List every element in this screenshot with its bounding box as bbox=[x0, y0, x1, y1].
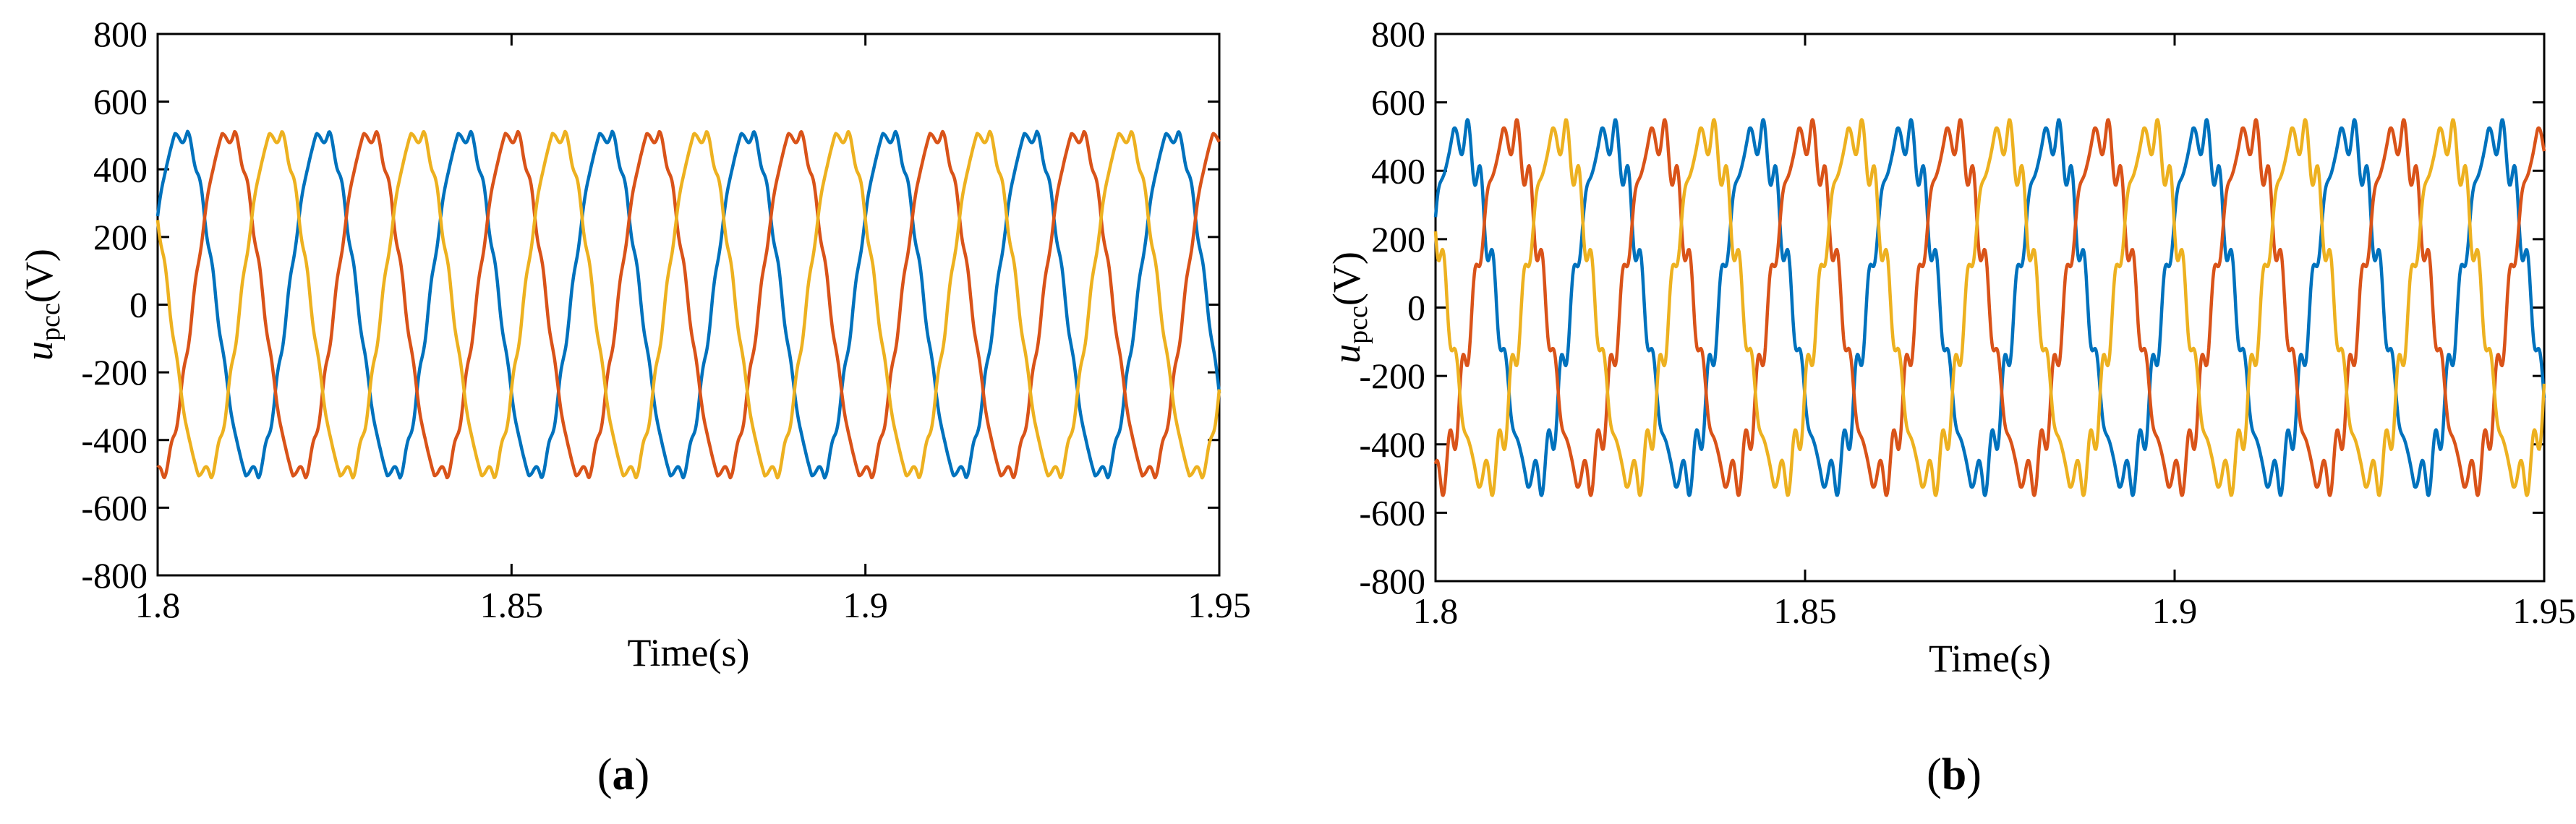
y-tick-label-a-4: 0 bbox=[129, 285, 148, 325]
caption-b: (b) bbox=[1927, 750, 1982, 799]
caption-b-letter: b bbox=[1942, 750, 1966, 799]
y-tick-label-a-0: -800 bbox=[81, 555, 148, 596]
series-line-a-2 bbox=[155, 129, 1221, 480]
chart-panel-a: -800 -600 -400 -200 0 200 400 600 800 1.8 1.85 1.9… bbox=[17, 14, 1251, 799]
y-tick-label-b-3: -200 bbox=[1359, 356, 1425, 396]
y-tick-label-b-1: -600 bbox=[1359, 492, 1425, 533]
x-tick-label-a-0: 1.8 bbox=[135, 585, 181, 625]
y-tick-label-a-8: 800 bbox=[93, 14, 148, 54]
series-line-b-1 bbox=[1433, 118, 2546, 497]
y-tick-label-a-3: -200 bbox=[81, 352, 148, 392]
y-axis-b: -800 -600 -400 -200 0 200 400 600 800 bbox=[1359, 14, 2544, 601]
x-tick-label-b-3: 1.95 bbox=[2512, 591, 2576, 631]
y-axis-label-b: upcc(V) bbox=[1325, 252, 1373, 364]
x-tick-label-a-3: 1.95 bbox=[1187, 585, 1251, 625]
y-tick-label-a-5: 200 bbox=[93, 217, 148, 257]
y-axis-a: -800 -600 -400 -200 0 200 400 600 800 bbox=[81, 14, 1219, 596]
x-tick-label-b-1: 1.85 bbox=[1773, 591, 1837, 631]
y-axis-label-a-unit: (V) bbox=[17, 249, 61, 303]
x-axis-label-a: Time(s) bbox=[627, 631, 749, 674]
y-tick-label-a-7: 600 bbox=[93, 82, 148, 122]
y-tick-label-b-7: 600 bbox=[1371, 82, 1425, 123]
series-line-a-0 bbox=[155, 129, 1221, 480]
x-axis-a: 1.8 1.85 1.9 1.95 bbox=[135, 34, 1251, 625]
series-line-a-1 bbox=[156, 129, 1221, 480]
caption-a-letter: a bbox=[613, 750, 635, 799]
x-tick-label-a-1: 1.85 bbox=[480, 585, 544, 625]
x-tick-label-b-2: 1.9 bbox=[2152, 591, 2198, 631]
series-group-b bbox=[1433, 118, 2546, 497]
series-group-a bbox=[155, 129, 1221, 480]
chart-panel-b: -800 -600 -400 -200 0 200 400 600 800 1.8 1.85 1.9… bbox=[1325, 14, 2576, 799]
y-tick-label-b-6: 400 bbox=[1371, 150, 1425, 191]
series-line-b-2 bbox=[1433, 118, 2546, 497]
y-axis-label-b-unit: (V) bbox=[1325, 252, 1368, 306]
caption-a: (a) bbox=[597, 750, 649, 799]
y-axis-label-a-sub: pcc bbox=[35, 303, 66, 341]
y-tick-label-b-2: -400 bbox=[1359, 424, 1425, 465]
y-tick-label-a-1: -600 bbox=[81, 487, 148, 528]
series-line-b-0 bbox=[1433, 118, 2546, 497]
y-tick-label-b-5: 200 bbox=[1371, 219, 1425, 259]
x-axis-b: 1.8 1.85 1.9 1.95 bbox=[1413, 34, 2576, 631]
y-axis-label-a-main: u bbox=[17, 341, 61, 361]
y-axis-label-b-main: u bbox=[1325, 344, 1368, 364]
y-tick-label-b-0: -800 bbox=[1359, 561, 1425, 601]
x-tick-label-a-2: 1.9 bbox=[843, 585, 888, 625]
y-tick-label-b-8: 800 bbox=[1371, 14, 1425, 54]
y-tick-label-a-2: -400 bbox=[81, 420, 148, 460]
x-tick-label-b-0: 1.8 bbox=[1413, 591, 1459, 631]
y-tick-label-b-4: 0 bbox=[1407, 288, 1425, 328]
y-tick-label-a-6: 400 bbox=[93, 149, 148, 189]
x-axis-label-b: Time(s) bbox=[1929, 637, 2051, 680]
y-axis-label-b-sub: pcc bbox=[1343, 306, 1373, 344]
y-axis-label-a: upcc(V) bbox=[17, 249, 66, 361]
